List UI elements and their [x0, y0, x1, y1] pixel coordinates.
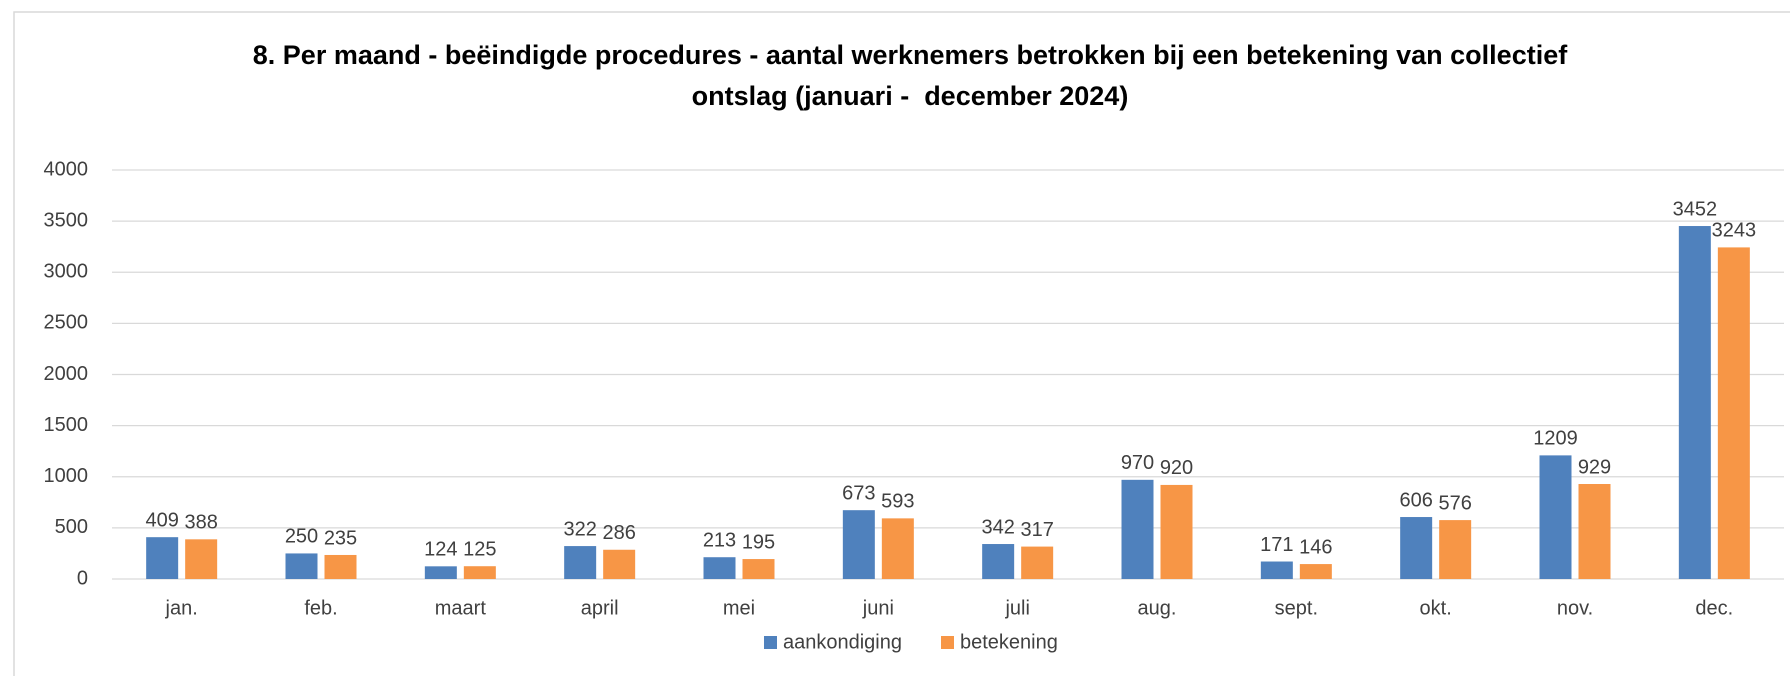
x-tick-label: maart — [435, 597, 487, 619]
bar — [1021, 546, 1054, 579]
bar — [703, 557, 736, 579]
data-label: 576 — [1438, 492, 1471, 514]
bar — [1160, 484, 1193, 579]
bar — [842, 510, 875, 579]
data-label: 146 — [1299, 536, 1332, 558]
data-label: 342 — [981, 516, 1014, 538]
data-label: 317 — [1020, 519, 1053, 541]
bar — [1439, 520, 1472, 579]
y-tick-label: 2500 — [44, 312, 89, 334]
data-label: 286 — [602, 522, 635, 544]
bar — [1539, 455, 1572, 579]
legend-label: betekening — [960, 631, 1058, 653]
data-label: 124 — [424, 539, 457, 561]
x-tick-label: mei — [723, 597, 755, 619]
x-tick-label: dec. — [1695, 597, 1733, 619]
data-label: 195 — [742, 531, 775, 553]
data-label: 388 — [184, 512, 217, 534]
y-tick-label: 3000 — [44, 261, 89, 283]
bar — [564, 546, 597, 579]
x-tick-label: juli — [1004, 597, 1029, 619]
data-label: 322 — [563, 518, 596, 540]
chart-title: 8. Per maand - beëindigde procedures - a… — [253, 40, 1568, 70]
bar — [185, 539, 218, 579]
chart-title: ontslag (januari - december 2024) — [692, 81, 1129, 111]
y-tick-label: 1500 — [44, 414, 89, 436]
data-label: 673 — [842, 482, 875, 504]
bar — [1121, 479, 1154, 579]
bar — [603, 549, 636, 579]
bar — [285, 553, 318, 579]
bar — [463, 566, 496, 579]
data-label: 970 — [1121, 452, 1154, 474]
y-tick-label: 2000 — [44, 363, 89, 385]
legend-swatch — [764, 636, 777, 649]
bar — [424, 566, 457, 579]
x-tick-label: april — [581, 597, 619, 619]
chart-border — [13, 11, 1790, 676]
legend-label: aankondiging — [783, 631, 902, 653]
data-label: 125 — [463, 539, 496, 561]
bar — [146, 537, 179, 579]
y-tick-label: 500 — [55, 516, 88, 538]
y-tick-label: 1000 — [44, 465, 89, 487]
data-label: 409 — [145, 509, 178, 531]
bar — [881, 518, 914, 579]
data-label: 606 — [1399, 489, 1432, 511]
x-tick-label: juni — [862, 597, 894, 619]
y-tick-label: 0 — [77, 567, 88, 589]
x-tick-label: aug. — [1138, 597, 1177, 619]
data-label: 593 — [881, 491, 914, 513]
bar — [1260, 561, 1293, 579]
data-label: 1209 — [1533, 428, 1578, 450]
bar — [742, 559, 775, 579]
bar — [1400, 517, 1433, 579]
data-label: 235 — [324, 527, 357, 549]
bar — [1678, 226, 1711, 579]
bar — [1717, 247, 1750, 579]
legend-swatch — [941, 636, 954, 649]
data-label: 171 — [1260, 534, 1293, 556]
bar — [1578, 484, 1611, 579]
y-tick-label: 4000 — [44, 158, 89, 180]
data-label: 920 — [1160, 457, 1193, 479]
data-label: 3452 — [1673, 198, 1718, 220]
bar — [1299, 564, 1332, 579]
x-tick-label: jan. — [165, 597, 198, 619]
x-tick-label: feb. — [304, 597, 337, 619]
data-label: 929 — [1578, 456, 1611, 478]
data-label: 213 — [703, 530, 736, 552]
data-label: 3243 — [1712, 220, 1757, 242]
x-tick-label: nov. — [1557, 597, 1593, 619]
x-tick-label: sept. — [1275, 597, 1318, 619]
x-tick-label: okt. — [1420, 597, 1452, 619]
data-label: 250 — [285, 526, 318, 548]
bar — [324, 554, 357, 579]
y-tick-label: 3500 — [44, 209, 89, 231]
bar — [982, 544, 1015, 579]
